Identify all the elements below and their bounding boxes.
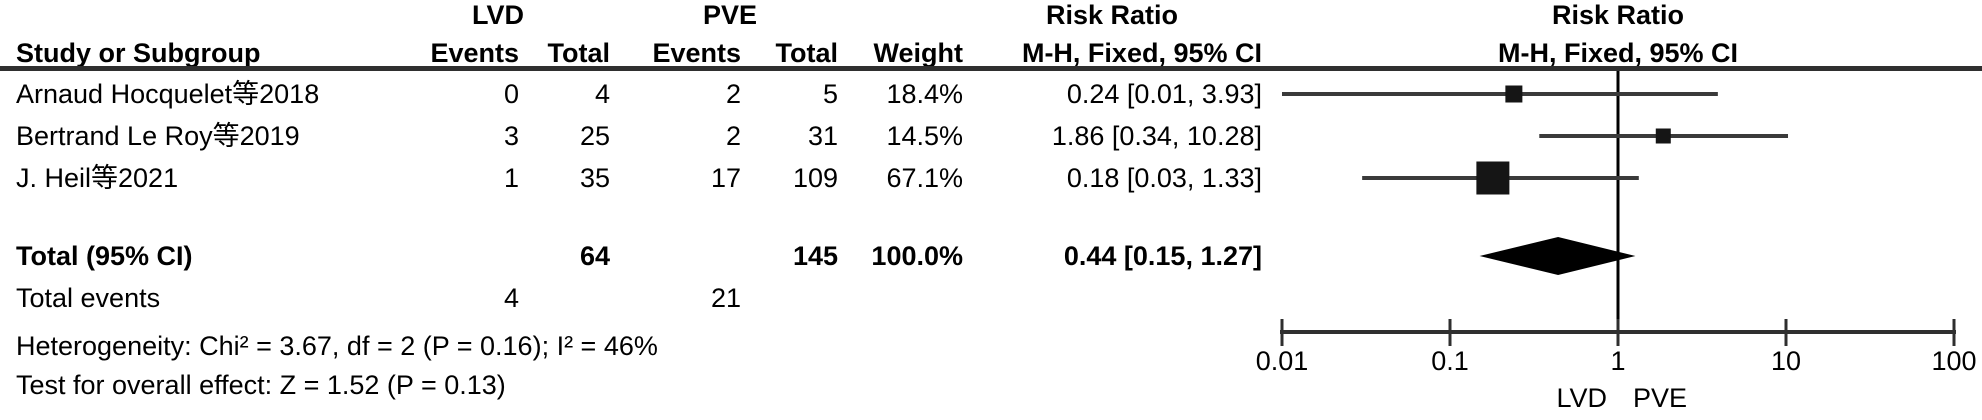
- col-header-pve-total: Total: [775, 38, 839, 68]
- lvd-total-value: 35: [579, 163, 610, 193]
- col-header-lvd-events: Events: [430, 38, 519, 68]
- favours-right-label: PVE: [1633, 383, 1688, 413]
- pve-total-value: 5: [822, 79, 838, 109]
- group-header-pve: PVE: [702, 0, 758, 30]
- total-events-label: Total events: [16, 283, 161, 313]
- axis-tick-mark: [1280, 319, 1284, 346]
- axis-tick-mark: [1784, 319, 1788, 346]
- header-divider-rule: [0, 66, 1982, 71]
- study-name: Arnaud Hocquelet等2018: [16, 79, 320, 109]
- weight-value: 18.4%: [886, 79, 963, 109]
- total-rr-ci-value: 0.44 [0.15, 1.27]: [1063, 241, 1262, 271]
- null-effect-line: [1616, 71, 1620, 334]
- axis-tick-label: 10: [1770, 346, 1802, 376]
- study-name: J. Heil等2021: [16, 163, 179, 193]
- plot-header-mh-fixed-ci: M-H, Fixed, 95% CI: [1497, 38, 1739, 68]
- axis-tick-mark: [1616, 319, 1620, 346]
- weight-value: 14.5%: [886, 121, 963, 151]
- total-events-pve-value: 21: [710, 283, 741, 313]
- pve-events-value: 17: [710, 163, 741, 193]
- rr-ci-value: 0.24 [0.01, 3.93]: [1066, 79, 1262, 109]
- col-header-pve-events: Events: [652, 38, 741, 68]
- lvd-total-value: 25: [579, 121, 610, 151]
- pve-events-value: 2: [725, 121, 741, 151]
- col-header-lvd-total: Total: [547, 38, 611, 68]
- rr-ci-value: 0.18 [0.03, 1.33]: [1066, 163, 1262, 193]
- rr-ci-value: 1.86 [0.34, 10.28]: [1051, 121, 1262, 151]
- axis-tick-label: 1: [1610, 346, 1626, 376]
- plot-risk-ratio-header: Risk Ratio: [1551, 0, 1685, 30]
- axis-tick-label: 100: [1931, 346, 1977, 376]
- effect-square: [1505, 85, 1523, 103]
- lvd-total-value: 4: [594, 79, 610, 109]
- weight-value: 67.1%: [886, 163, 963, 193]
- total-row-label: Total (95% CI): [16, 241, 193, 271]
- heterogeneity-stats: Heterogeneity: Chi² = 3.67, df = 2 (P = …: [16, 331, 658, 361]
- study-name: Bertrand Le Roy等2019: [16, 121, 300, 151]
- group-header-lvd: LVD: [472, 0, 524, 30]
- pve-total-value: 109: [792, 163, 838, 193]
- lvd-events-value: 3: [503, 121, 519, 151]
- favours-left-label: LVD: [1556, 383, 1607, 413]
- col-header-study: Study or Subgroup: [16, 38, 261, 68]
- pve-total-value: 31: [807, 121, 838, 151]
- summary-diamond: [1479, 237, 1636, 275]
- pve-events-value: 2: [725, 79, 741, 109]
- ci-line: [1282, 92, 1718, 96]
- total-events-lvd-value: 4: [503, 283, 519, 313]
- effect-square: [1476, 161, 1510, 195]
- effect-square: [1655, 128, 1671, 144]
- col-header-weight: Weight: [873, 38, 964, 68]
- total-lvd-total-value: 64: [579, 241, 610, 271]
- lvd-events-value: 1: [503, 163, 519, 193]
- overall-effect-stats: Test for overall effect: Z = 1.52 (P = 0…: [16, 370, 506, 400]
- table-risk-ratio-header: Risk Ratio: [1045, 0, 1179, 30]
- total-pve-total-value: 145: [792, 241, 838, 271]
- col-header-mh-fixed-ci: M-H, Fixed, 95% CI: [1021, 38, 1262, 68]
- axis-tick-mark: [1952, 319, 1956, 346]
- axis-tick-label: 0.01: [1255, 346, 1309, 376]
- lvd-events-value: 0: [503, 79, 519, 109]
- axis-tick-mark: [1448, 319, 1452, 346]
- axis-tick-label: 0.1: [1431, 346, 1469, 376]
- total-weight-value: 100.0%: [871, 241, 963, 271]
